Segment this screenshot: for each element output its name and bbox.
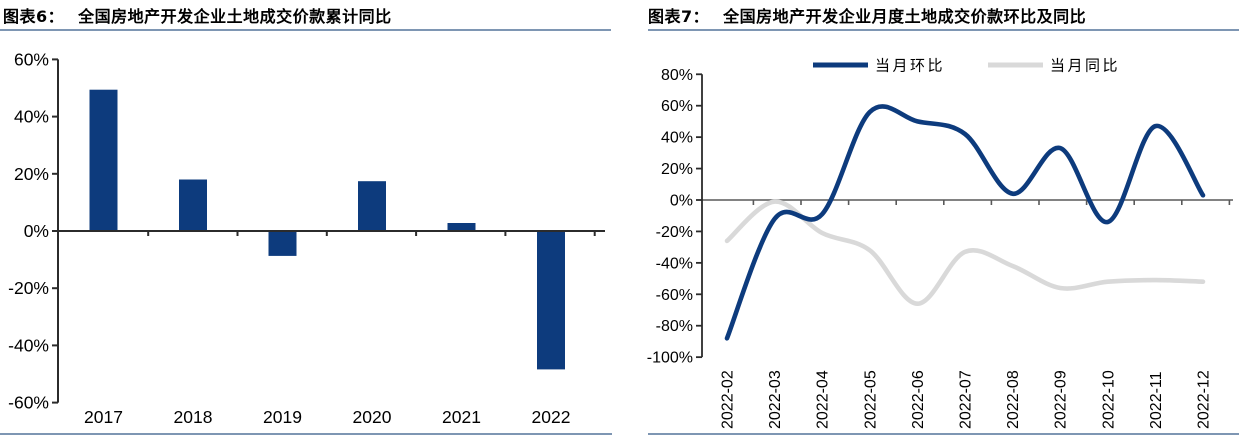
right-chart-title: 图表7： 全国房地产开发企业月度土地成交价款环比及同比 (620, 3, 1239, 29)
right-chart-title-tag: 图表7： (648, 7, 710, 26)
legend-label-当月同比: 当月同比 (1050, 58, 1120, 75)
bar-x-label-2019: 2019 (263, 407, 302, 427)
bar-y-tick-label: -40% (8, 335, 49, 355)
line-x-label-2022-12: 2022-12 (1196, 370, 1213, 429)
bar-2017 (89, 89, 118, 231)
line-y-tick-label: -100% (647, 350, 693, 367)
bar-2022 (537, 231, 565, 370)
right-chart-panel: 图表7： 全国房地产开发企业月度土地成交价款环比及同比 80% 60% 40% 20% 0… (620, 0, 1239, 440)
left-chart-panel: 图表6： 全国房地产开发企业土地成交价款累计同比 60% 40% 20% 0% -20% -… (0, 0, 619, 440)
bar-2021 (447, 223, 476, 231)
line-y-tick-label: 0% (670, 193, 693, 210)
line-x-label-2022-06: 2022-06 (910, 370, 927, 429)
line-y-tick-label: -20% (656, 224, 693, 241)
bar-x-label-2017: 2017 (84, 407, 123, 427)
series-line-当月环比 (724, 104, 1206, 341)
bar-x-label-2018: 2018 (174, 407, 213, 427)
line-x-label-2022-04: 2022-04 (815, 370, 832, 429)
left-chart-title-tag: 图表6： (3, 7, 65, 26)
bar-2018 (179, 179, 207, 231)
line-x-label-2022-05: 2022-05 (862, 370, 879, 429)
land-price-yoy-bar-chart: 60% 40% 20% 0% -20% -40% -60% 2017 2018 2019 2020 2… (8, 49, 605, 427)
line-y-tick-label: 80% (661, 67, 693, 84)
right-chart-title-text: 全国房地产开发企业月度土地成交价款环比及同比 (723, 7, 1087, 26)
line-y-tick-label: 60% (661, 98, 693, 115)
line-x-label-2022-10: 2022-10 (1100, 370, 1117, 429)
left-chart-title: 图表6： 全国房地产开发企业土地成交价款累计同比 (0, 3, 619, 29)
bar-y-tick-label: -60% (8, 393, 49, 413)
bar-y-tick-label: 60% (14, 49, 49, 69)
line-x-label-2022-08: 2022-08 (1005, 370, 1022, 429)
left-title-underline (0, 29, 611, 31)
line-x-label-2022-03: 2022-03 (767, 370, 784, 429)
bar-y-tick-label: -20% (8, 278, 49, 298)
bar-x-label-2022: 2022 (532, 407, 571, 427)
bar-2020 (358, 181, 386, 231)
legend-label-当月环比: 当月环比 (875, 58, 945, 75)
line-y-tick-label: -60% (656, 287, 693, 304)
left-bottom-rule (0, 433, 612, 435)
bar-2019 (268, 231, 297, 256)
line-y-tick-label: 40% (661, 130, 693, 147)
line-y-tick-label: -40% (656, 255, 693, 272)
bar-y-tick-label: 0% (24, 221, 49, 241)
right-title-underline (648, 29, 1239, 31)
right-bottom-rule (648, 433, 1239, 435)
land-price-mom-yoy-line-chart: 80% 60% 40% 20% 0% -20% -40% -60% -80% -100% 2022-… (647, 58, 1233, 429)
left-chart-title-text: 全国房地产开发企业土地成交价款累计同比 (78, 7, 392, 26)
line-x-label-2022-02: 2022-02 (720, 370, 737, 429)
bar-x-label-2020: 2020 (353, 407, 392, 427)
line-y-tick-label: -80% (656, 318, 693, 335)
bar-y-tick-label: 40% (14, 107, 49, 127)
line-x-label-2022-07: 2022-07 (958, 370, 975, 429)
bar-x-label-2021: 2021 (442, 407, 481, 427)
line-x-label-2022-09: 2022-09 (1053, 370, 1070, 429)
line-y-tick-label: 20% (661, 161, 693, 178)
line-x-label-2022-11: 2022-11 (1148, 371, 1165, 429)
bar-y-tick-label: 20% (14, 164, 49, 184)
